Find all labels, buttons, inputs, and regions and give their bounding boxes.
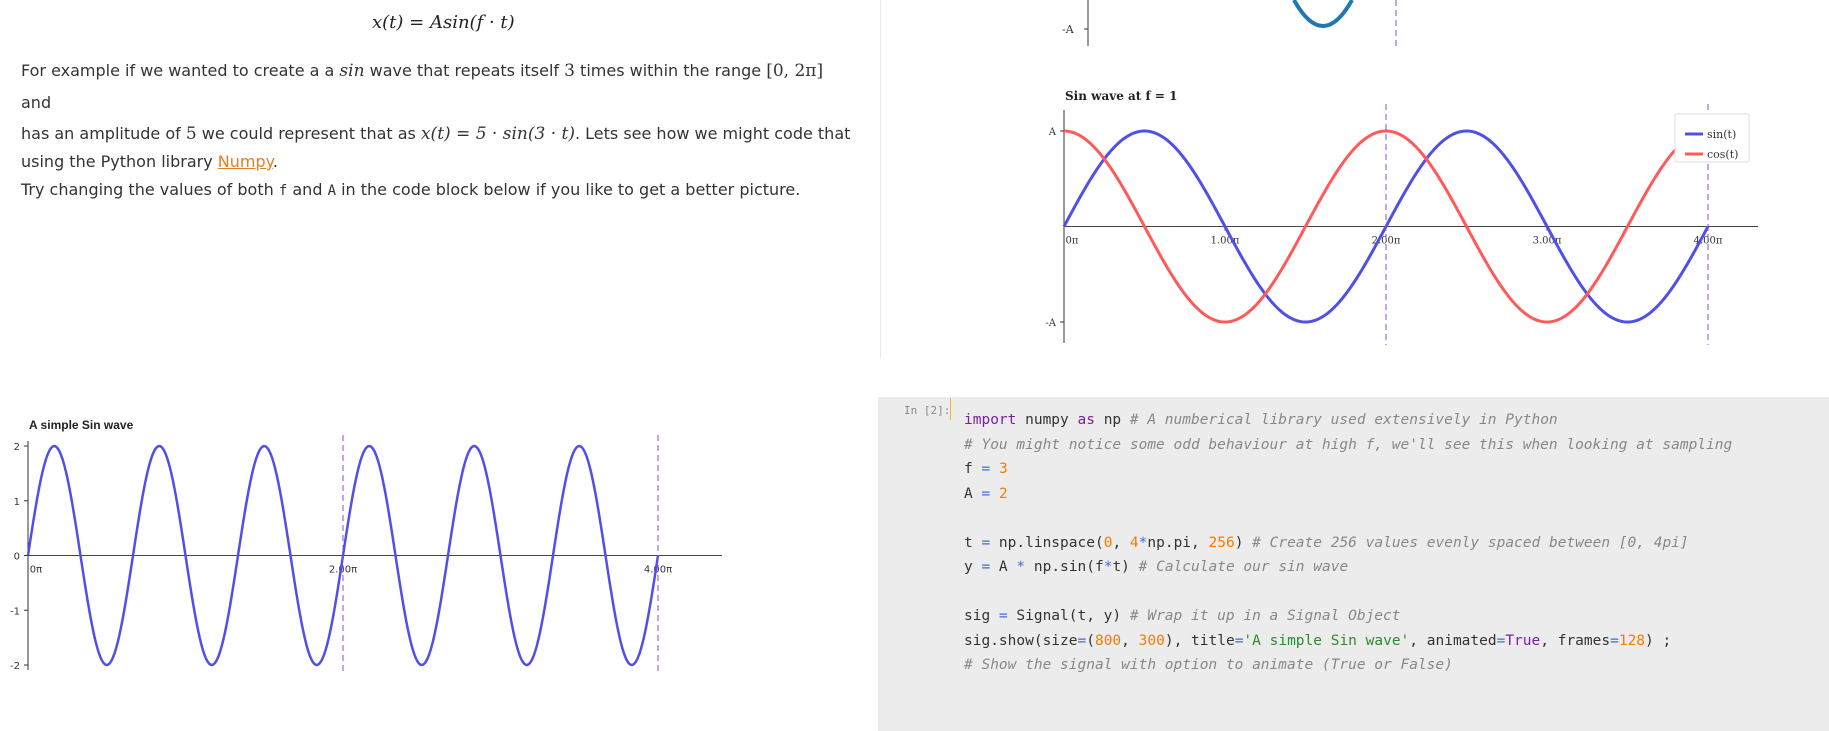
y-tick-label: A [1048, 127, 1057, 138]
y-tick-label: -2 [10, 661, 20, 672]
code-line [964, 506, 1732, 531]
text: Try changing the values of both [21, 180, 279, 199]
code-line: sig = Signal(t, y) # Wrap it up in a Sig… [964, 608, 1401, 624]
code-line: f = 3 [964, 461, 1008, 477]
sin-cos-chart: Sin wave at f = 1 A -A 0π 1.00π 2.00π 3.00π 4.… [1045, 89, 1758, 345]
legend-label: sin(t) [1707, 128, 1736, 141]
text: wave that repeats itself [364, 61, 565, 80]
y-tick-label: -A [1062, 23, 1075, 36]
markdown-paragraph-1: For example if we wanted to create a a s… [21, 55, 851, 174]
series-line-cos [1063, 129, 1709, 324]
legend: sin(t) cos(t) [1674, 113, 1750, 163]
text: in the code block below if you like to g… [336, 180, 801, 199]
inline-code: A [327, 183, 336, 199]
math-inline: x(t) = 5 · sin(3 · t) [420, 124, 575, 144]
text: . [272, 152, 278, 171]
text: . Lets see how we might code that [574, 124, 851, 143]
x-tick-label: 0π [1066, 236, 1079, 247]
math-inline: [0, 2π] [766, 61, 824, 81]
markdown-paragraph-2: Try changing the values of both f and A … [21, 178, 851, 203]
legend-box [1674, 113, 1750, 163]
code-line: A = 2 [964, 485, 1008, 502]
text: and [287, 180, 328, 199]
code-line: t = np.linspace(0, 4*np.pi, 256) # Creat… [964, 534, 1689, 551]
cell-cursor-bar [950, 398, 951, 420]
math-inline: sin [339, 61, 365, 81]
paragraph-line-3: using the Python library Numpy. [21, 150, 851, 174]
code-cell[interactable] [878, 397, 1829, 731]
code-line: sig.show(size=(800, 300), title='A simpl… [964, 632, 1672, 649]
text: and [21, 93, 52, 112]
cell-prompt: In [2]: [904, 404, 951, 417]
x-tick-label: 2.00π [1372, 236, 1401, 247]
simple-sin-chart: A simple Sin wave 210-1-20π 2.00π 4.00π [10, 418, 722, 672]
code-line [964, 580, 1732, 605]
axes: A -A 0π 1.00π 2.00π 3.00π 4.00π [1045, 110, 1758, 343]
text: has an amplitude of [21, 124, 186, 143]
paragraph-line-1: For example if we wanted to create a a s… [21, 55, 851, 118]
y-tick-label: -A [1045, 318, 1056, 329]
code-line: y = A * np.sin(f*t) # Calculate our sin … [964, 559, 1349, 575]
code-line: # You might notice some odd behaviour at… [964, 436, 1733, 453]
code-line: # Show the signal with option to animate… [964, 657, 1453, 673]
code-line: import numpy as np # A numberical librar… [964, 412, 1558, 428]
legend-label: cos(t) [1707, 148, 1738, 161]
y-tick-label: 1 [14, 497, 20, 508]
text: using the Python library [21, 152, 218, 171]
chart-title: A simple Sin wave [29, 418, 134, 432]
y-tick-label: 0 [14, 552, 20, 563]
x-tick-label: 0π [30, 565, 42, 576]
partial-chart-top: -A [1062, 0, 1397, 48]
axes: 210-1-20π 2.00π 4.00π [10, 441, 722, 672]
formula: x(t) = Asin(f · t) [372, 12, 515, 33]
cell-divider [880, 0, 881, 358]
math-inline: 5 [185, 124, 197, 144]
text: For example if we wanted to create a a [21, 61, 340, 80]
y-tick-label: 2 [14, 442, 20, 453]
x-tick-label: 4.00π [1694, 236, 1723, 247]
paragraph-line-2: has an amplitude of 5 we could represent… [21, 118, 851, 150]
partial-wave-1 [1292, 0, 1354, 28]
x-tick-label: 3.00π [1533, 236, 1562, 247]
x-tick-label: 1.00π [1211, 236, 1240, 247]
series-lines [1062, 104, 1710, 345]
text: times within the range [574, 61, 767, 80]
inline-code: f [278, 183, 288, 199]
y-tick-label: -1 [10, 606, 20, 617]
series-lines [26, 435, 660, 672]
numpy-link[interactable]: Numpy [217, 152, 273, 171]
text: we could represent that as [196, 124, 421, 143]
math-inline: 3 [564, 61, 575, 81]
code-editor[interactable]: import numpy as np # A numberical librar… [964, 408, 1732, 678]
chart-title: Sin wave at f = 1 [1065, 89, 1177, 103]
